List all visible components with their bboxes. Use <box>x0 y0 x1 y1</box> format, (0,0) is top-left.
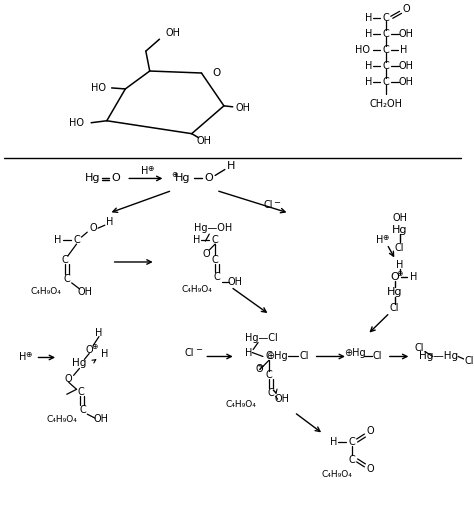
Text: OH: OH <box>197 136 212 146</box>
Text: OH: OH <box>93 414 109 424</box>
Text: C₄H₉O₄: C₄H₉O₄ <box>46 414 77 424</box>
Text: O: O <box>255 365 263 374</box>
Text: H: H <box>365 29 372 39</box>
Text: H: H <box>193 235 201 245</box>
Text: C: C <box>267 388 274 398</box>
Text: HO: HO <box>91 83 107 93</box>
Text: Cl: Cl <box>263 200 273 210</box>
Text: OH: OH <box>392 213 407 223</box>
Text: C: C <box>383 14 389 23</box>
Text: O: O <box>202 249 210 259</box>
Text: Hg: Hg <box>72 358 87 369</box>
Text: OH: OH <box>275 394 290 404</box>
Text: C₄H₉O₄: C₄H₉O₄ <box>225 400 256 409</box>
Text: Hg—OH: Hg—OH <box>194 223 232 233</box>
Text: H: H <box>365 61 372 71</box>
Text: HO: HO <box>69 118 84 128</box>
Text: H: H <box>227 161 235 171</box>
Text: C₄H₉O₄: C₄H₉O₄ <box>31 288 62 296</box>
Text: O: O <box>402 4 410 15</box>
Text: O: O <box>111 174 120 184</box>
Text: −: − <box>195 345 202 354</box>
Text: O: O <box>204 174 213 184</box>
Text: Cl: Cl <box>299 352 309 361</box>
Text: −: − <box>273 198 280 207</box>
Text: C₄H₉O₄: C₄H₉O₄ <box>322 471 353 479</box>
Text: Cl: Cl <box>185 347 194 358</box>
Text: C: C <box>348 437 355 447</box>
Text: H: H <box>141 166 148 176</box>
Text: OH: OH <box>399 29 414 39</box>
Text: O: O <box>212 68 220 78</box>
Text: H: H <box>400 45 407 55</box>
Text: ⊕Hg: ⊕Hg <box>266 352 287 361</box>
Text: OH: OH <box>165 28 181 38</box>
Text: C: C <box>62 255 68 265</box>
Text: C: C <box>383 29 389 39</box>
Text: C: C <box>383 61 389 71</box>
Text: H: H <box>396 260 403 270</box>
Text: C: C <box>79 405 86 415</box>
Text: ⊕Hg: ⊕Hg <box>344 347 365 358</box>
Text: C: C <box>64 274 70 284</box>
Text: H: H <box>365 14 372 23</box>
Text: OH: OH <box>78 287 93 297</box>
Text: C: C <box>383 45 389 55</box>
Text: OH: OH <box>227 277 242 287</box>
Text: ⊕: ⊕ <box>171 170 177 179</box>
Text: O: O <box>390 272 399 282</box>
Text: O: O <box>85 345 93 355</box>
Text: Cl: Cl <box>390 303 400 313</box>
Text: ⊕: ⊕ <box>396 269 403 278</box>
Text: Hg: Hg <box>84 174 100 184</box>
Text: Cl: Cl <box>414 343 424 353</box>
Text: H: H <box>376 235 384 245</box>
Text: Hg—Hg: Hg—Hg <box>419 352 458 361</box>
Text: HO: HO <box>355 45 370 55</box>
Text: Cl: Cl <box>464 356 474 367</box>
Text: H: H <box>19 353 27 362</box>
Text: ⊕: ⊕ <box>26 350 32 359</box>
Text: C: C <box>265 370 272 381</box>
Text: C: C <box>77 387 84 397</box>
Text: C: C <box>265 352 272 361</box>
Text: C: C <box>212 255 219 265</box>
Text: C₄H₉O₄: C₄H₉O₄ <box>181 285 212 294</box>
Text: H: H <box>55 235 62 245</box>
Text: C: C <box>214 272 220 282</box>
Text: Cl: Cl <box>395 243 404 253</box>
Text: O: O <box>65 374 73 384</box>
Text: Cl: Cl <box>373 352 382 361</box>
Text: Hg: Hg <box>392 225 407 235</box>
Text: CH₂OH: CH₂OH <box>369 99 402 109</box>
Text: ⊕: ⊕ <box>383 232 389 242</box>
Text: H: H <box>410 272 417 282</box>
Text: H: H <box>365 77 372 87</box>
Text: H: H <box>101 349 109 359</box>
Text: O: O <box>89 223 97 233</box>
Text: C: C <box>348 455 355 465</box>
Text: C: C <box>383 77 389 87</box>
Text: C: C <box>73 235 80 245</box>
Text: C: C <box>212 235 219 245</box>
Text: Hg: Hg <box>387 287 402 297</box>
Text: H: H <box>95 328 103 337</box>
Text: H: H <box>245 347 252 358</box>
Text: H: H <box>106 217 113 227</box>
Text: OH: OH <box>399 61 414 71</box>
Text: H: H <box>329 437 337 447</box>
Text: O: O <box>366 426 374 436</box>
Text: OH: OH <box>399 77 414 87</box>
Text: Hg—Cl: Hg—Cl <box>245 333 277 343</box>
Text: ⊕: ⊕ <box>147 164 154 173</box>
Text: ⊕: ⊕ <box>91 342 97 351</box>
Text: Hg: Hg <box>175 174 191 184</box>
Text: O: O <box>366 464 374 474</box>
Text: OH: OH <box>236 103 251 113</box>
